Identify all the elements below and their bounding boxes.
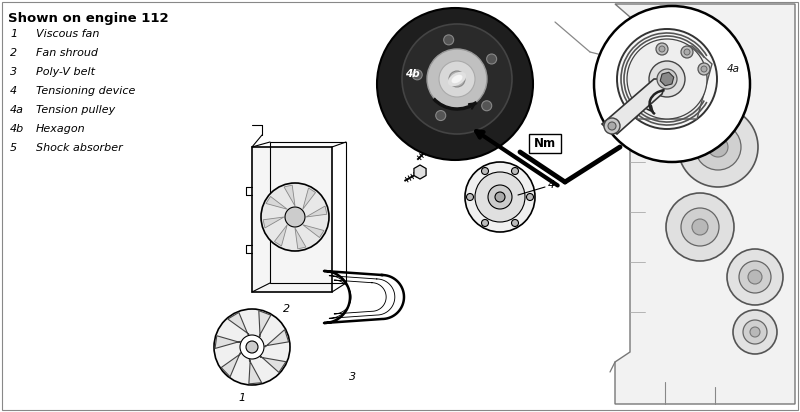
Text: 5: 5 (10, 143, 17, 153)
Text: 2: 2 (10, 48, 17, 58)
Text: 4: 4 (10, 86, 17, 96)
Circle shape (750, 327, 760, 337)
Circle shape (684, 49, 690, 55)
Circle shape (666, 193, 734, 261)
Polygon shape (266, 197, 287, 209)
Polygon shape (265, 330, 289, 347)
Text: 4b: 4b (405, 69, 420, 79)
Polygon shape (260, 356, 286, 372)
Polygon shape (423, 140, 437, 154)
Circle shape (449, 71, 465, 87)
Polygon shape (222, 353, 241, 377)
Circle shape (708, 137, 728, 157)
Ellipse shape (451, 59, 465, 65)
Polygon shape (228, 312, 249, 335)
Circle shape (681, 208, 719, 246)
Text: 4b: 4b (10, 124, 24, 134)
Polygon shape (306, 206, 327, 217)
Circle shape (475, 172, 525, 222)
Circle shape (692, 219, 708, 235)
Circle shape (739, 261, 771, 293)
Text: Tension pulley: Tension pulley (36, 105, 115, 115)
Ellipse shape (451, 19, 465, 25)
Circle shape (511, 220, 518, 227)
Polygon shape (660, 72, 674, 86)
Circle shape (604, 118, 620, 134)
Circle shape (678, 107, 758, 187)
Polygon shape (637, 46, 712, 119)
Text: Tensioning device: Tensioning device (36, 86, 135, 96)
Text: 5: 5 (476, 27, 483, 37)
Circle shape (727, 249, 783, 305)
Polygon shape (442, 65, 454, 79)
Ellipse shape (448, 72, 466, 86)
Circle shape (649, 61, 685, 97)
Polygon shape (615, 4, 795, 404)
Text: Nm: Nm (534, 137, 556, 150)
Circle shape (486, 54, 497, 64)
Polygon shape (274, 225, 287, 246)
FancyBboxPatch shape (529, 134, 561, 153)
Ellipse shape (452, 82, 464, 89)
Circle shape (658, 62, 678, 82)
Circle shape (488, 185, 512, 209)
Circle shape (526, 194, 534, 201)
Circle shape (743, 320, 767, 344)
Circle shape (594, 6, 750, 162)
Text: 4a: 4a (727, 64, 740, 74)
Text: 4: 4 (548, 180, 555, 190)
Text: 3: 3 (10, 67, 17, 77)
Circle shape (466, 194, 474, 201)
Circle shape (733, 310, 777, 354)
Polygon shape (263, 217, 284, 228)
Circle shape (695, 124, 741, 170)
Circle shape (656, 43, 668, 55)
Circle shape (246, 341, 258, 353)
Text: Viscous fan: Viscous fan (36, 29, 99, 39)
FancyBboxPatch shape (252, 147, 332, 292)
Circle shape (627, 39, 707, 119)
Text: 2: 2 (283, 304, 290, 314)
Text: 1: 1 (10, 29, 17, 39)
Circle shape (701, 66, 707, 72)
Text: Poly-V belt: Poly-V belt (36, 67, 95, 77)
Circle shape (402, 24, 512, 134)
Circle shape (444, 35, 454, 45)
Circle shape (427, 49, 487, 109)
Ellipse shape (454, 89, 462, 94)
Text: Shock absorber: Shock absorber (36, 143, 122, 153)
Polygon shape (602, 79, 667, 134)
Circle shape (617, 29, 717, 129)
Text: Hexagon: Hexagon (36, 124, 86, 134)
Polygon shape (215, 336, 240, 349)
Circle shape (644, 48, 692, 96)
Circle shape (657, 69, 677, 89)
Circle shape (608, 122, 616, 130)
Polygon shape (414, 165, 426, 179)
Polygon shape (249, 360, 262, 384)
Text: 1: 1 (238, 393, 246, 403)
Text: 3: 3 (350, 372, 357, 382)
Circle shape (439, 61, 475, 97)
Circle shape (482, 220, 489, 227)
Circle shape (511, 168, 518, 175)
Ellipse shape (451, 75, 462, 83)
Circle shape (495, 192, 505, 202)
Polygon shape (422, 90, 434, 104)
Circle shape (482, 168, 489, 175)
Text: 4a: 4a (10, 105, 24, 115)
Polygon shape (429, 110, 442, 124)
Circle shape (261, 183, 329, 251)
Text: Fan shroud: Fan shroud (36, 48, 98, 58)
Ellipse shape (377, 8, 533, 160)
Circle shape (482, 101, 492, 111)
Circle shape (626, 30, 710, 114)
Circle shape (659, 46, 665, 52)
Circle shape (698, 63, 710, 75)
Circle shape (412, 70, 422, 80)
Circle shape (436, 110, 446, 121)
Ellipse shape (452, 12, 464, 19)
FancyBboxPatch shape (218, 5, 792, 407)
Circle shape (681, 46, 693, 58)
